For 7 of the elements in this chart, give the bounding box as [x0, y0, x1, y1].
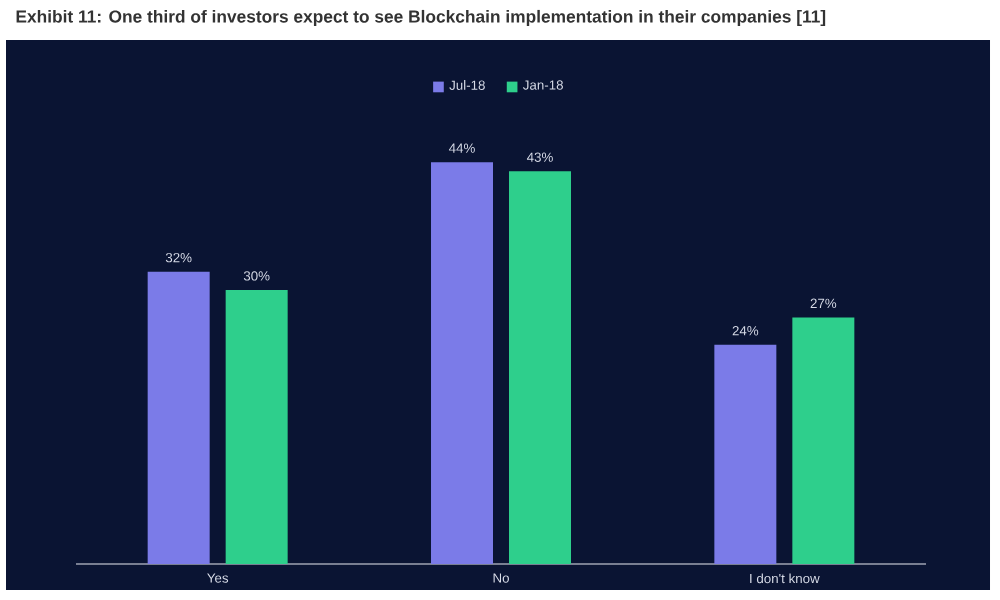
bar: [225, 290, 288, 564]
bar: [792, 317, 855, 564]
bar: [509, 171, 572, 564]
bar: [431, 162, 494, 564]
bar: [147, 271, 210, 564]
chart-title: Exhibit 11: One third of investors expect to see Blockchain implementation in their companies [11]: [16, 9, 826, 27]
bar: [714, 344, 777, 564]
